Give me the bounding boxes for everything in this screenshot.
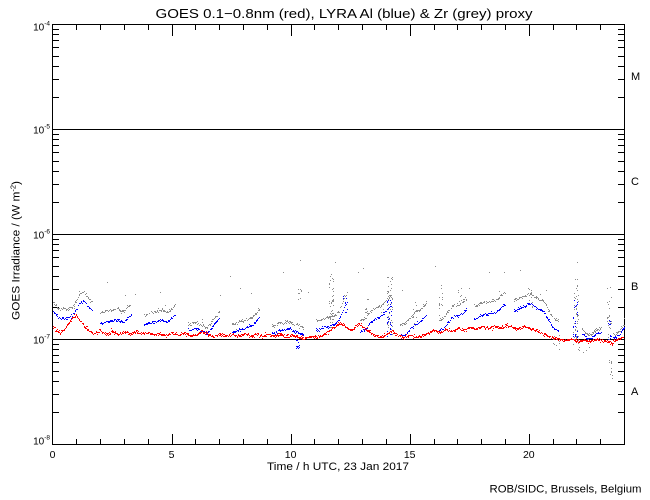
svg-text:5: 5 (169, 449, 175, 461)
svg-text:C: C (631, 176, 639, 188)
svg-text:15: 15 (404, 449, 416, 461)
svg-text:B: B (631, 281, 638, 293)
svg-text:A: A (631, 386, 639, 398)
svg-text:10: 10 (285, 449, 297, 461)
svg-text:20: 20 (523, 449, 535, 461)
svg-text:M: M (631, 71, 640, 83)
svg-text:ROB/SIDC, Brussels, Belgium: ROB/SIDC, Brussels, Belgium (490, 484, 642, 496)
svg-text:0: 0 (50, 449, 56, 461)
svg-text:GOES Irradiance / (W m-2): GOES Irradiance / (W m-2) (11, 181, 23, 320)
svg-text:GOES 0.1−0.8nm (red), LYRA Al: GOES 0.1−0.8nm (red), LYRA Al (blue) & Z… (156, 6, 534, 21)
svg-text:Time / h UTC, 23 Jan 2017: Time / h UTC, 23 Jan 2017 (267, 461, 409, 473)
